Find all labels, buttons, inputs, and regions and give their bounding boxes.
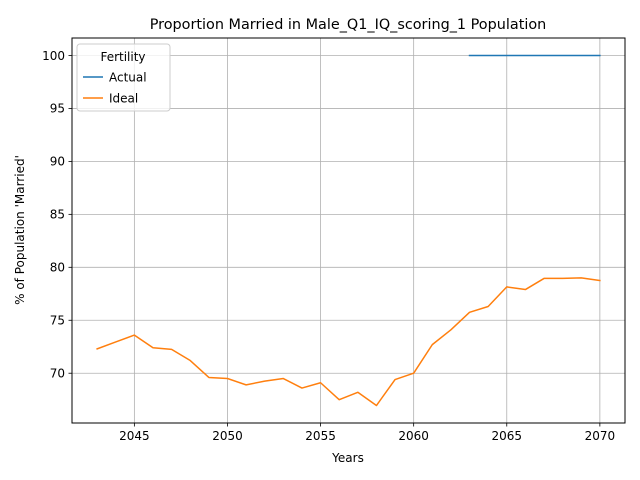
series-layer [96, 54, 601, 407]
legend-title: Fertility [100, 50, 145, 64]
legend-entry: Actual [109, 70, 147, 84]
grid-lines [72, 38, 625, 423]
y-tick-label: 85 [50, 208, 65, 222]
y-tick-label: 70 [50, 367, 65, 381]
plot-frame [71, 37, 626, 424]
y-tick-label: 95 [50, 102, 65, 116]
legend-box [76, 43, 171, 112]
y-tick-label: 75 [50, 314, 65, 328]
legend: Fertility Actual Ideal [76, 43, 171, 112]
x-tick-label: 2065 [491, 429, 522, 443]
y-tick-label: 100 [42, 49, 65, 63]
y-tick-label: 80 [50, 261, 65, 275]
x-tick-label: 2045 [119, 429, 150, 443]
x-axis: 2045 2050 2055 2060 2065 2070 [119, 423, 615, 443]
series-line-ideal [96, 277, 601, 407]
x-tick-label: 2050 [212, 429, 243, 443]
chart-title: Proportion Married in Male_Q1_IQ_scoring… [150, 17, 547, 33]
y-axis: 70 75 80 85 90 95 100 [42, 49, 72, 381]
x-tick-label: 2055 [305, 429, 336, 443]
legend-entry: Ideal [109, 91, 138, 105]
y-axis-label: % of Population 'Married' [13, 155, 27, 305]
x-tick-label: 2070 [585, 429, 616, 443]
x-tick-label: 2060 [398, 429, 429, 443]
y-tick-label: 90 [50, 155, 65, 169]
x-axis-label: Years [331, 451, 364, 465]
